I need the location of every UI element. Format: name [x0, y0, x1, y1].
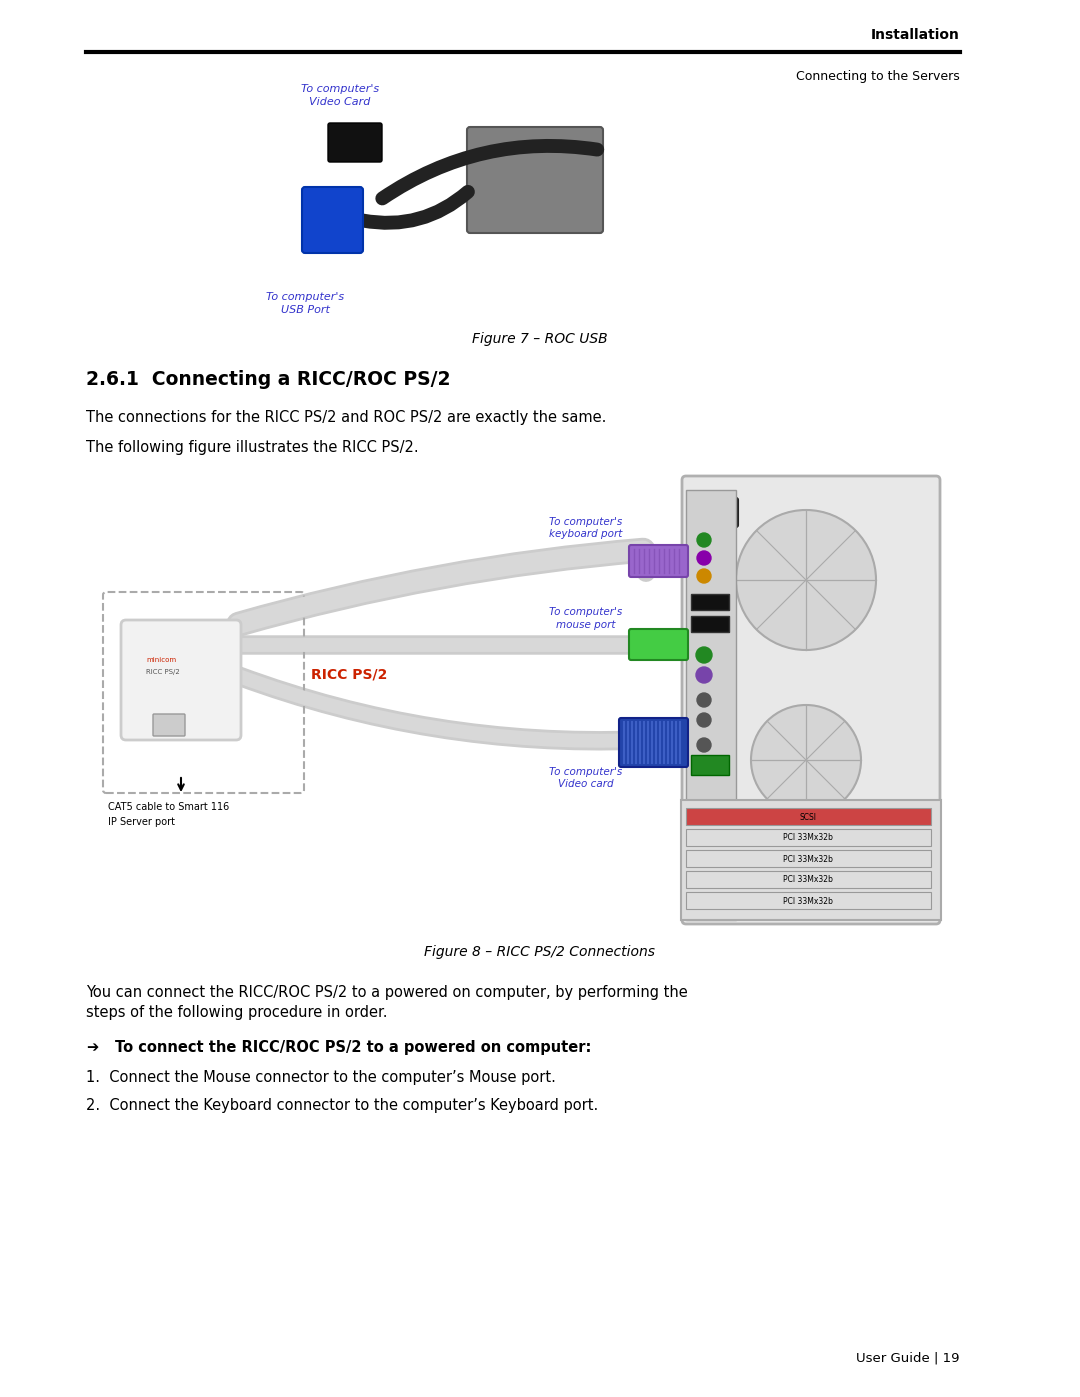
Text: USB Port: USB Port: [281, 305, 329, 314]
Circle shape: [697, 534, 711, 548]
Text: To computer's: To computer's: [550, 517, 623, 527]
Text: User Guide | 19: User Guide | 19: [856, 1352, 960, 1365]
FancyBboxPatch shape: [619, 718, 688, 767]
FancyArrowPatch shape: [239, 676, 638, 740]
Text: Connecting to the Servers: Connecting to the Servers: [796, 70, 960, 82]
FancyBboxPatch shape: [302, 187, 363, 253]
Circle shape: [696, 666, 712, 683]
Bar: [691, 616, 729, 631]
Bar: [686, 849, 931, 868]
FancyBboxPatch shape: [629, 629, 688, 659]
Text: To computer's: To computer's: [550, 608, 623, 617]
Text: mouse port: mouse port: [556, 620, 616, 630]
Bar: [681, 800, 941, 921]
Text: PCI 33Mx32b: PCI 33Mx32b: [783, 834, 833, 842]
Text: Installation: Installation: [872, 28, 960, 42]
Text: PCI 33Mx32b: PCI 33Mx32b: [783, 876, 833, 884]
Circle shape: [697, 693, 711, 707]
Circle shape: [735, 510, 876, 650]
Circle shape: [696, 647, 712, 664]
Text: steps of the following procedure in order.: steps of the following procedure in orde…: [86, 1004, 388, 1020]
Circle shape: [697, 738, 711, 752]
Circle shape: [751, 705, 861, 814]
Text: Figure 8 – RICC PS/2 Connections: Figure 8 – RICC PS/2 Connections: [424, 944, 656, 958]
FancyBboxPatch shape: [629, 545, 688, 577]
Bar: [686, 490, 735, 921]
Text: The connections for the RICC PS/2 and ROC PS/2 are exactly the same.: The connections for the RICC PS/2 and RO…: [86, 409, 606, 425]
FancyArrowPatch shape: [382, 145, 597, 198]
Bar: [686, 828, 931, 847]
FancyArrowPatch shape: [239, 550, 644, 624]
FancyBboxPatch shape: [681, 476, 940, 923]
Circle shape: [697, 569, 711, 583]
Text: ➔: ➔: [86, 1039, 98, 1055]
Text: PCI 33Mx32b: PCI 33Mx32b: [783, 897, 833, 905]
Bar: [691, 594, 729, 610]
Bar: [686, 893, 931, 909]
Text: PCI 33Mx32b: PCI 33Mx32b: [783, 855, 833, 863]
Text: To computer's: To computer's: [550, 767, 623, 777]
Text: The following figure illustrates the RICC PS/2.: The following figure illustrates the RIC…: [86, 440, 419, 455]
Text: You can connect the RICC/ROC PS/2 to a powered on computer, by performing the: You can connect the RICC/ROC PS/2 to a p…: [86, 985, 688, 1000]
Text: CAT5 cable to Smart 116: CAT5 cable to Smart 116: [108, 802, 229, 812]
FancyBboxPatch shape: [467, 127, 603, 233]
FancyArrowPatch shape: [239, 676, 638, 740]
Circle shape: [697, 712, 711, 726]
FancyArrowPatch shape: [239, 550, 644, 624]
Bar: [686, 870, 931, 888]
Text: Video card: Video card: [558, 780, 613, 789]
FancyBboxPatch shape: [328, 123, 382, 162]
FancyBboxPatch shape: [704, 497, 738, 527]
Text: keyboard port: keyboard port: [550, 529, 623, 539]
FancyBboxPatch shape: [121, 620, 241, 740]
Text: minicom: minicom: [146, 657, 176, 664]
FancyArrowPatch shape: [363, 191, 468, 224]
Circle shape: [697, 550, 711, 564]
Text: IP Server port: IP Server port: [108, 817, 175, 827]
Text: RICC PS/2: RICC PS/2: [146, 669, 179, 675]
Text: To connect the RICC/ROC PS/2 to a powered on computer:: To connect the RICC/ROC PS/2 to a powere…: [114, 1039, 592, 1055]
Bar: [686, 807, 931, 826]
Text: SCSI: SCSI: [799, 813, 816, 821]
Bar: [691, 754, 729, 775]
Text: To computer's: To computer's: [266, 292, 345, 302]
FancyBboxPatch shape: [153, 714, 185, 736]
Text: RICC PS/2: RICC PS/2: [311, 668, 388, 682]
Text: Figure 7 – ROC USB: Figure 7 – ROC USB: [472, 332, 608, 346]
Text: 2.  Connect the Keyboard connector to the computer’s Keyboard port.: 2. Connect the Keyboard connector to the…: [86, 1098, 598, 1113]
Text: 1.  Connect the Mouse connector to the computer’s Mouse port.: 1. Connect the Mouse connector to the co…: [86, 1070, 556, 1085]
Text: Video Card: Video Card: [309, 96, 370, 108]
Text: 2.6.1  Connecting a RICC/ROC PS/2: 2.6.1 Connecting a RICC/ROC PS/2: [86, 370, 450, 388]
Text: To computer's: To computer's: [301, 84, 379, 94]
